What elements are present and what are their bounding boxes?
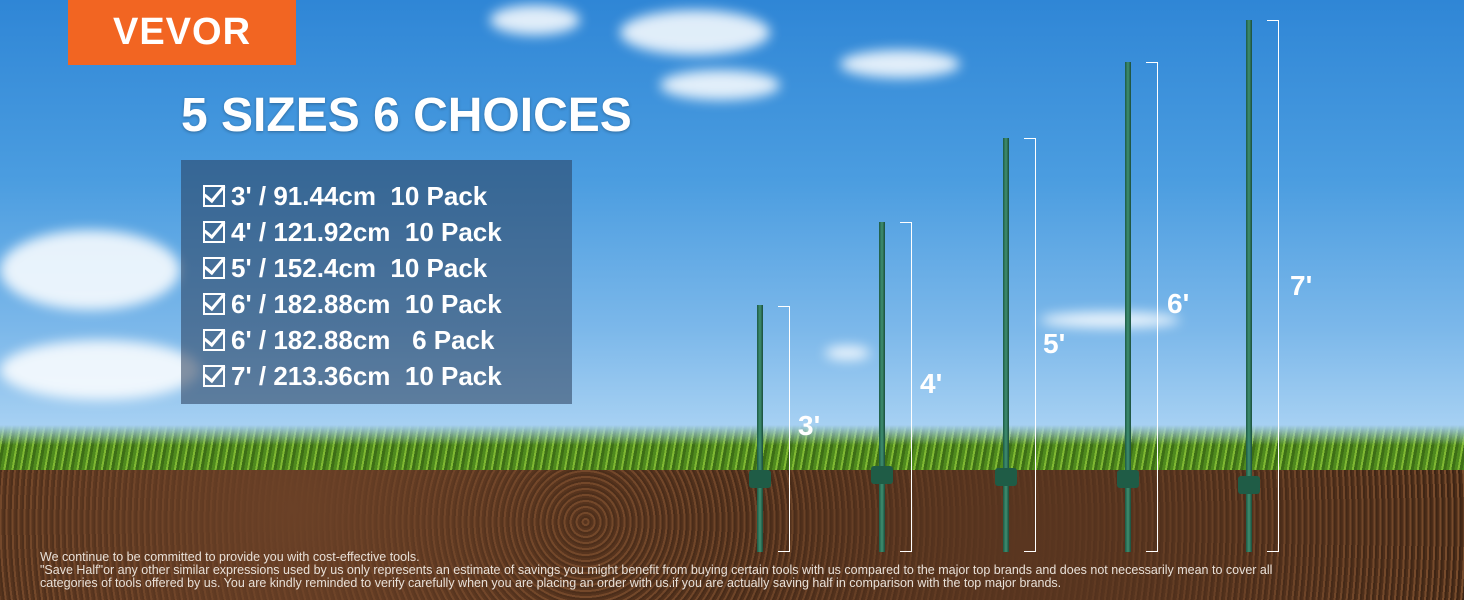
disclaimer-line: categories of tools offered by us. You a… — [40, 576, 1062, 590]
size-option: 5' / 152.4cm 10 Pack — [203, 250, 572, 286]
fence-post-3ft — [757, 305, 763, 552]
checkbox-icon — [203, 329, 225, 351]
option-label: 3' / 91.44cm 10 Pack — [231, 180, 488, 211]
post-anchor — [995, 468, 1017, 486]
cloud — [840, 50, 960, 78]
cloud — [1040, 312, 1180, 328]
cloud — [0, 230, 180, 310]
post-label: 3' — [798, 410, 821, 441]
dimension-line — [1024, 138, 1036, 552]
cloud — [490, 5, 580, 35]
post-label: 6' — [1167, 288, 1190, 319]
dimension-line — [1146, 62, 1158, 552]
soil — [0, 470, 1464, 600]
post-label: 4' — [920, 368, 943, 399]
size-option: 6' / 182.88cm 6 Pack — [203, 322, 572, 358]
checkbox-icon — [203, 293, 225, 315]
checkbox-icon — [203, 185, 225, 207]
post-anchor — [749, 470, 771, 488]
post-label: 7' — [1290, 270, 1313, 301]
cloud — [620, 10, 770, 55]
disclaimer-line: We continue to be committed to provide y… — [40, 550, 420, 564]
dimension-line — [1267, 20, 1279, 552]
fence-post-7ft — [1246, 20, 1252, 552]
dimension-line — [778, 306, 790, 552]
checkbox-icon — [203, 221, 225, 243]
post-anchor — [1117, 470, 1139, 488]
size-option: 6' / 182.88cm 10 Pack — [203, 286, 572, 322]
option-label: 5' / 152.4cm 10 Pack — [231, 252, 488, 283]
checkbox-icon — [203, 365, 225, 387]
post-anchor — [1238, 476, 1260, 494]
size-option: 4' / 121.92cm 10 Pack — [203, 214, 572, 250]
option-label: 6' / 182.88cm 10 Pack — [231, 288, 502, 319]
disclaimer-line: "Save Half"or any other similar expressi… — [40, 563, 1273, 577]
size-option: 7' / 213.36cm 10 Pack — [203, 358, 572, 394]
fence-post-6ft — [1125, 62, 1131, 552]
post-anchor — [871, 466, 893, 484]
dimension-line — [900, 222, 912, 552]
headline: 5 SIZES 6 CHOICES — [181, 89, 632, 142]
fence-post-4ft — [879, 222, 885, 552]
option-label: 4' / 121.92cm 10 Pack — [231, 216, 502, 247]
option-label: 7' / 213.36cm 10 Pack — [231, 360, 502, 391]
size-option: 3' / 91.44cm 10 Pack — [203, 178, 572, 214]
checkbox-icon — [203, 257, 225, 279]
brand-logo: VEVOR — [68, 0, 296, 65]
disclaimer: We continue to be committed to provide y… — [40, 551, 1460, 590]
option-label: 6' / 182.88cm 6 Pack — [231, 324, 495, 355]
cloud — [660, 70, 780, 100]
cloud — [0, 340, 200, 400]
size-options-list: 3' / 91.44cm 10 Pack 4' / 121.92cm 10 Pa… — [181, 160, 572, 404]
fence-post-5ft — [1003, 138, 1009, 552]
cloud — [825, 346, 870, 360]
post-label: 5' — [1043, 328, 1066, 359]
